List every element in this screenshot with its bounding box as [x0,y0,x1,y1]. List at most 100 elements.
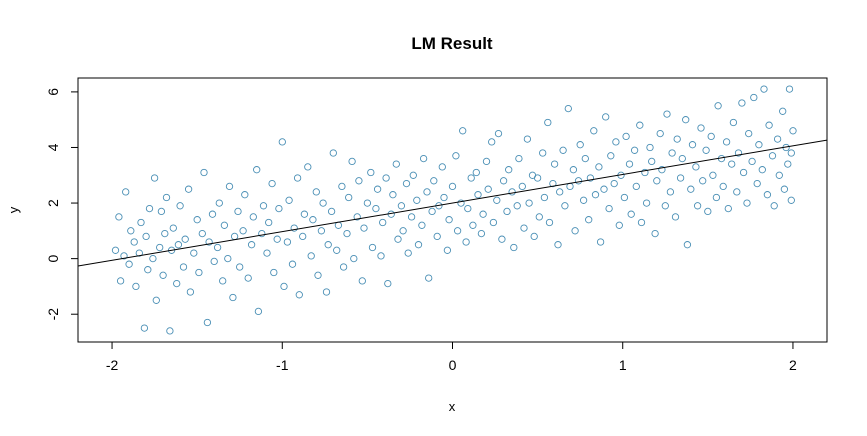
data-point [687,185,695,193]
data-point [239,227,247,235]
data-point [579,196,588,204]
data-point [459,127,467,135]
data-point [508,188,516,196]
data-point [343,229,351,238]
data-point [394,235,402,243]
data-point [523,135,532,143]
data-point [159,271,167,279]
data-point [428,207,436,216]
data-point [753,179,761,188]
data-point [224,254,232,263]
data-point [479,210,487,218]
data-point [493,196,501,204]
data-point [544,118,552,127]
data-point [176,202,184,210]
x-tick-label: -2 [106,357,119,373]
data-point [648,157,656,166]
data-point [612,138,620,146]
data-point [661,202,669,210]
data-point [173,279,181,288]
data-point [785,85,794,93]
data-point [622,132,630,141]
y-tick-label: 0 [45,255,61,263]
data-point [632,182,640,191]
data-point [787,196,795,204]
data-point [688,141,697,149]
data-point [312,188,320,196]
data-point [219,277,227,285]
data-point [673,135,681,143]
data-point [642,199,651,207]
data-point [290,224,298,232]
data-point [556,188,564,196]
data-point [457,199,465,207]
data-point [467,174,475,182]
data-point [653,177,661,185]
data-point [253,166,261,174]
data-point [574,177,583,185]
data-point [327,207,336,216]
data-point [230,232,239,241]
data-point [319,199,327,207]
data-point [152,296,160,304]
data-point [561,202,569,210]
data-point [162,193,171,202]
data-point [494,129,503,138]
data-point [484,185,492,193]
data-point [637,218,646,227]
data-point [503,207,511,216]
data-point [498,235,506,243]
data-point [530,232,538,241]
data-point [488,138,496,146]
x-tick-label: 1 [619,357,627,373]
data-point [440,193,448,202]
x-tick-label: 0 [449,357,457,373]
data-point [304,163,312,171]
data-point [709,171,717,179]
data-point [646,143,654,152]
y-tick-label: 6 [45,88,61,96]
data-point [169,224,177,232]
data-point [399,227,407,235]
data-point [397,202,406,210]
data-point [259,202,268,210]
data-point [130,238,138,246]
y-tick-label: 2 [45,199,61,207]
data-point [658,166,666,174]
regression-line [77,139,828,267]
data-point [377,252,385,260]
data-point [149,254,157,263]
data-point [729,118,738,127]
data-point [409,171,417,179]
data-point [348,157,356,166]
data-point [683,241,692,249]
data-point [590,127,598,135]
y-tick-label: -2 [45,308,61,321]
data-point [545,218,554,227]
data-point [350,254,358,263]
data-point [161,229,169,238]
data-point [181,235,189,243]
data-point [559,146,567,154]
data-point [382,174,390,182]
data-point [125,260,133,268]
data-point [489,218,498,227]
data-point [733,188,741,196]
data-point [770,202,778,210]
data-point [682,116,690,124]
data-point [288,260,297,268]
data-point [596,238,605,246]
data-point [157,207,166,216]
data-point [363,199,372,207]
data-point [627,210,635,218]
data-point [784,160,792,168]
data-point [116,277,125,285]
data-point [702,146,710,154]
data-point [704,207,712,216]
data-point [739,168,748,177]
data-point [174,241,183,249]
data-point [132,282,140,291]
data-point [453,227,462,235]
data-point [699,177,707,185]
